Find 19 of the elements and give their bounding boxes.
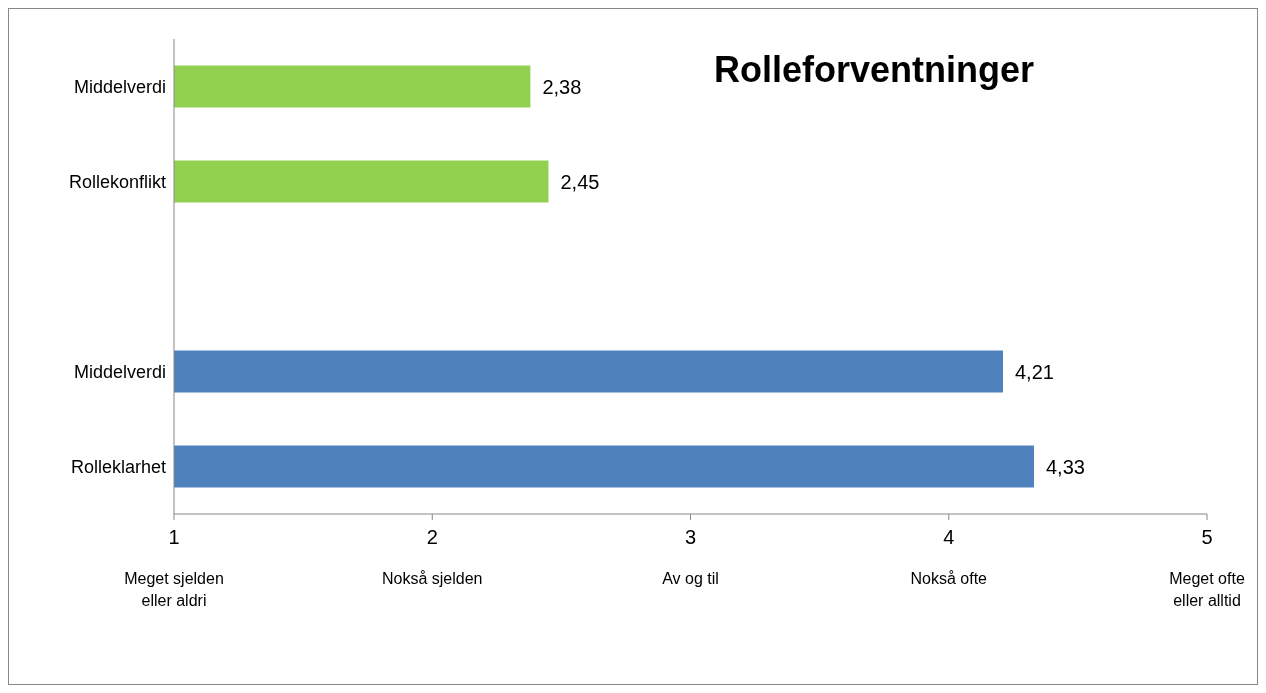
data-label: 2,45 [560, 170, 600, 193]
x-tick-label: 4 [943, 526, 955, 548]
text: Nokså ofte [910, 570, 988, 587]
chart-title: Rolleforventninger [713, 49, 1035, 91]
text: Nokså sjelden [382, 570, 483, 587]
text: Meget sjelden eller aldri [124, 570, 224, 609]
data-label: 4,21 [1014, 360, 1054, 383]
data-label: 2,38 [542, 75, 582, 98]
data-label: 4,33 [1045, 455, 1085, 478]
text: Av og til [662, 570, 719, 587]
x-tick-label: 1 [168, 526, 180, 548]
x-tick-label: 2 [426, 526, 438, 548]
y-tick-label: Rollekonflikt [68, 171, 166, 192]
x-tick-label: 5 [1201, 526, 1213, 548]
y-tick-label: Middelverdi [73, 361, 166, 382]
x-tick-label: 3 [684, 526, 697, 548]
text: Meget ofte eller alltid [1169, 570, 1245, 609]
y-tick-label: Middelverdi [73, 76, 166, 97]
y-tick-label: Rolleklarhet [70, 456, 166, 477]
